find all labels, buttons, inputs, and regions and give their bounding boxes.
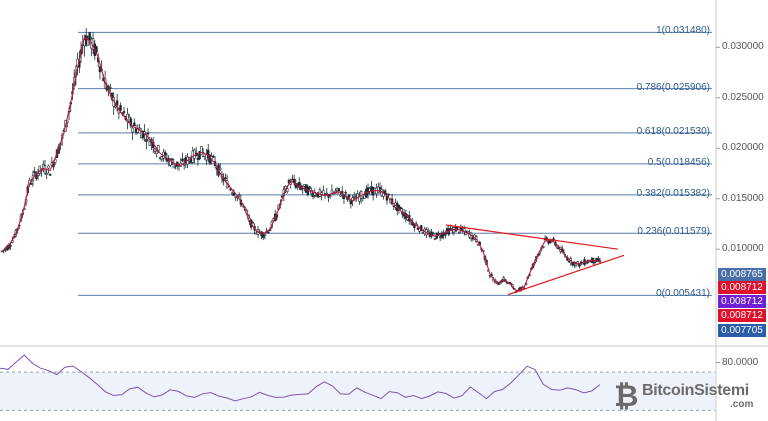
candle-body	[155, 150, 158, 154]
candle-body	[182, 163, 186, 166]
candle-body	[251, 222, 255, 224]
candle-body	[219, 167, 222, 171]
fib-level-label: 0.786(0.025906)	[636, 81, 710, 93]
candle-body	[347, 194, 351, 198]
candle-body	[378, 187, 382, 190]
candle-body	[133, 122, 136, 126]
price-tag: 0.008712	[718, 309, 766, 322]
candle-body	[432, 233, 435, 236]
candle-body	[466, 230, 469, 233]
candle-body	[224, 177, 227, 179]
candle-body	[337, 188, 341, 192]
candle-body	[115, 100, 119, 106]
candle-body	[298, 181, 301, 188]
fib-level-label: 0.236(0.011579)	[637, 226, 710, 238]
fib-level-label: 0.5(0.018456)	[647, 156, 710, 168]
fib-level-label: 0.618(0.021530)	[636, 125, 710, 137]
candle-body	[212, 155, 215, 158]
y-tick-label: 0.030000	[722, 41, 764, 53]
candle-body	[457, 231, 461, 234]
candle-body	[308, 186, 311, 189]
rsi-line	[0, 354, 601, 402]
candle-body	[353, 195, 356, 198]
candle-body	[593, 261, 597, 264]
candle-body	[576, 261, 579, 264]
candle-body	[585, 262, 588, 265]
candle-body	[387, 193, 390, 196]
candle-body	[437, 232, 440, 235]
triangle-upper-line	[445, 224, 619, 250]
rsi-pane	[0, 354, 715, 411]
price-tag: 0.007705	[718, 324, 766, 337]
candle-body	[349, 200, 353, 205]
watermark-brand: BitcoinSistemi	[642, 382, 749, 399]
candle-body	[329, 195, 332, 198]
candle-body	[153, 148, 157, 153]
candle-body	[399, 207, 402, 210]
candle-body	[456, 227, 459, 229]
fib-level-label: 1(0.031480)	[656, 25, 710, 37]
candle-body	[48, 173, 52, 176]
candle-body	[146, 132, 150, 135]
candle-body	[131, 127, 134, 133]
candle-body	[181, 158, 184, 162]
candle-body	[232, 192, 236, 196]
price-tag: 0.008712	[718, 295, 766, 308]
candle-body	[114, 105, 117, 108]
svg-text:₿: ₿	[614, 380, 638, 412]
candle-body	[267, 231, 270, 234]
candle-body	[578, 263, 581, 267]
price-pane	[0, 27, 712, 296]
candle-body	[207, 149, 210, 158]
candle-body	[237, 194, 241, 196]
candle-body	[284, 185, 287, 190]
candle-body	[170, 158, 174, 161]
candle-body	[339, 194, 342, 197]
y-tick-label: 0.015000	[722, 192, 764, 204]
watermark-suffix: .com	[730, 399, 754, 410]
candle-body	[200, 146, 203, 156]
candle-body	[33, 171, 36, 173]
rsi-tick-label: 80.0000	[722, 356, 759, 368]
rsi-band	[0, 372, 715, 411]
candle-body	[47, 165, 50, 169]
candle-body	[145, 139, 148, 142]
candle-body	[138, 127, 141, 130]
fib-level-label: 0(0.005431)	[656, 288, 710, 300]
candle-body	[109, 86, 112, 89]
candle-body	[30, 183, 33, 185]
moving-average-line	[1, 36, 601, 293]
candle-body	[426, 231, 430, 234]
price-tag: 0.008765	[718, 268, 766, 281]
y-tick-label: 0.020000	[722, 142, 764, 154]
candle-body	[325, 192, 328, 195]
triangle-lower-line	[507, 254, 625, 296]
candle-body	[497, 283, 500, 286]
candle-body	[344, 191, 347, 194]
candle-body	[377, 186, 380, 193]
y-tick-label: 0.025000	[722, 91, 764, 103]
y-tick-label: 0.010000	[722, 243, 764, 255]
candle-body	[36, 173, 40, 176]
candle-body	[45, 172, 48, 175]
price-tag: 0.008712	[718, 281, 766, 294]
candle-body	[122, 111, 126, 113]
bitcoin-logo-icon: ₿	[614, 380, 638, 413]
candle-body	[148, 141, 151, 146]
candle-body	[499, 282, 502, 284]
watermark-logo: ₿ BitcoinSistemi .com	[612, 378, 762, 418]
candle-body	[286, 188, 289, 193]
candle-body	[342, 195, 346, 200]
candle-body	[119, 105, 122, 111]
candle-body	[433, 238, 437, 241]
fib-level-label: 0.382(0.015382)	[636, 187, 710, 199]
candle-body	[263, 233, 267, 236]
candle-body	[198, 150, 201, 160]
candle-body	[164, 152, 167, 156]
